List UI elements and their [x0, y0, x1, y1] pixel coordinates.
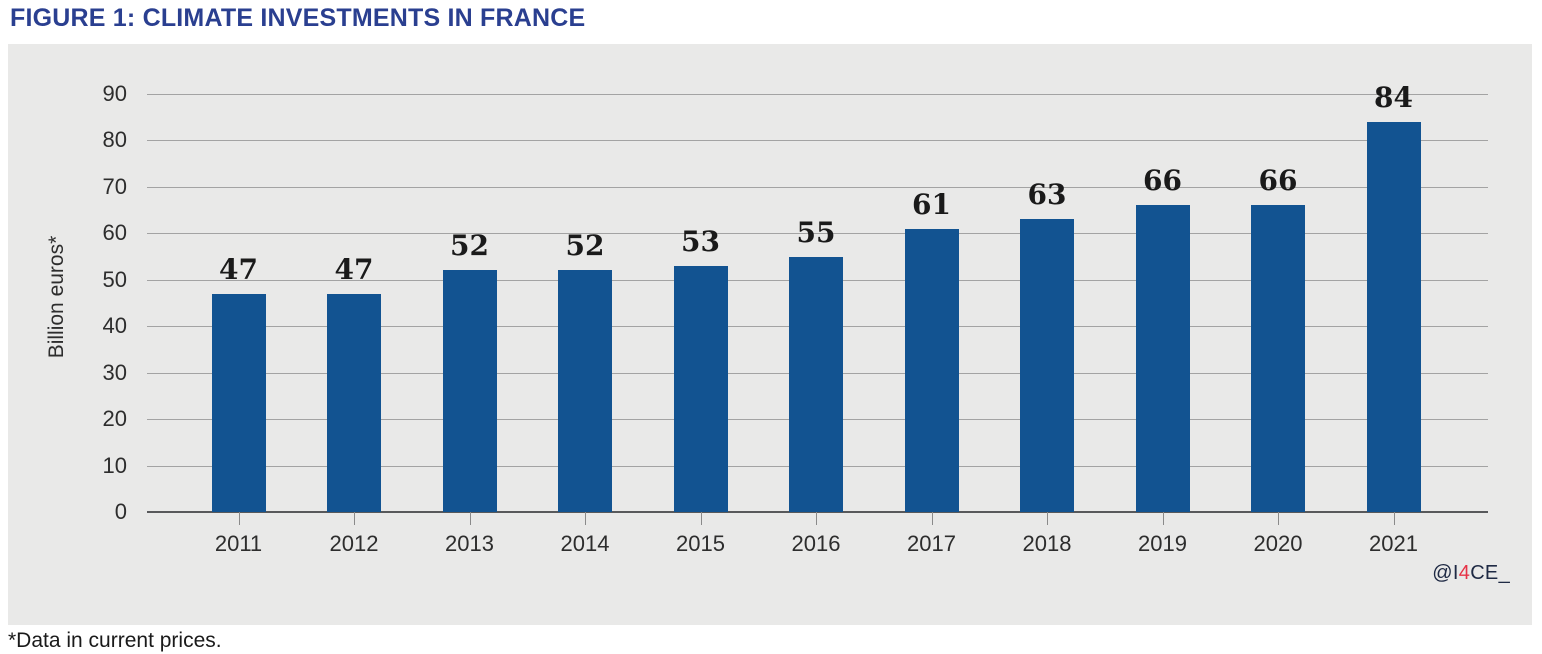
- x-tick-label: 2016: [791, 531, 841, 556]
- y-tick-label: 10: [102, 452, 127, 478]
- bar-value-label: 53: [681, 224, 720, 258]
- bar-value-label: 61: [912, 187, 951, 221]
- bar-value-label: 63: [1027, 178, 1067, 212]
- x-tick-mark: [700, 512, 702, 525]
- figure-title: FIGURE 1: CLIMATE INVESTMENTS IN FRANCE: [10, 4, 586, 32]
- x-tick-mark: [238, 512, 240, 525]
- y-tick-label: 70: [102, 173, 127, 199]
- bar-value-label: 52: [450, 229, 489, 263]
- y-tick-label: 50: [102, 266, 127, 292]
- bar: [904, 228, 959, 512]
- y-gridline: [147, 140, 1488, 142]
- bar-value-label: 47: [334, 252, 374, 286]
- x-tick-label: 2015: [676, 531, 725, 556]
- x-tick-label: 2020: [1253, 531, 1303, 556]
- footnote: *Data in current prices.: [8, 629, 222, 652]
- plot-area: 0 10 20 30 40 50 60 70 80 90 47 2011 47 2012 52 2013 52 2…: [8, 44, 1532, 625]
- x-tick-mark: [931, 512, 933, 525]
- x-tick-label: 2011: [214, 531, 263, 556]
- bar: [442, 270, 497, 512]
- bar-value-label: 84: [1374, 80, 1413, 114]
- x-axis-line: [147, 511, 1488, 513]
- y-tick-label: 40: [102, 313, 127, 339]
- x-tick-mark: [1162, 512, 1164, 525]
- bar: [1366, 121, 1421, 512]
- y-tick-label: 60: [102, 220, 127, 246]
- bar-value-label: 52: [565, 229, 605, 263]
- y-tick-label: 0: [114, 499, 127, 524]
- x-tick-label: 2019: [1138, 531, 1187, 556]
- attribution-highlight: 4: [1458, 562, 1471, 584]
- chart-panel: Billion euros* 0 10 20 30 40 50 60 70 80 90 47 2011…: [8, 44, 1532, 625]
- x-tick-label: 2021: [1369, 531, 1418, 556]
- x-tick-mark: [354, 512, 355, 525]
- bar: [327, 293, 381, 512]
- attribution-prefix: @I: [1432, 562, 1459, 584]
- x-tick-label: 2018: [1022, 531, 1072, 556]
- x-tick-mark: [585, 512, 586, 525]
- bar-value-label: 66: [1143, 164, 1182, 198]
- y-gridline: [147, 233, 1488, 235]
- bar: [1135, 205, 1190, 512]
- bar: [558, 270, 612, 512]
- x-tick-mark: [1047, 512, 1048, 525]
- bar-value-label: 66: [1258, 164, 1298, 198]
- x-tick-label: 2013: [445, 531, 494, 556]
- bar: [211, 293, 266, 512]
- attribution: @I4CE_: [1432, 562, 1510, 585]
- x-tick-mark: [469, 512, 471, 525]
- bar-value-label: 55: [796, 215, 836, 249]
- bar: [789, 256, 843, 512]
- y-tick-label: 20: [102, 406, 127, 432]
- y-tick-label: 90: [102, 81, 127, 106]
- bar: [1251, 205, 1305, 512]
- x-tick-label: 2012: [329, 531, 379, 556]
- attribution-suffix: CE_: [1470, 562, 1510, 584]
- x-tick-mark: [1393, 512, 1395, 525]
- bar-value-label: 47: [219, 252, 258, 286]
- y-gridline: [147, 94, 1488, 95]
- y-tick-label: 30: [102, 359, 127, 385]
- y-gridline: [147, 186, 1488, 188]
- x-tick-mark: [816, 512, 817, 525]
- x-tick-label: 2017: [907, 531, 956, 556]
- bar: [1020, 219, 1074, 512]
- x-tick-label: 2014: [560, 531, 610, 556]
- y-tick-label: 80: [102, 127, 127, 153]
- x-tick-mark: [1278, 512, 1279, 525]
- bar: [673, 265, 728, 512]
